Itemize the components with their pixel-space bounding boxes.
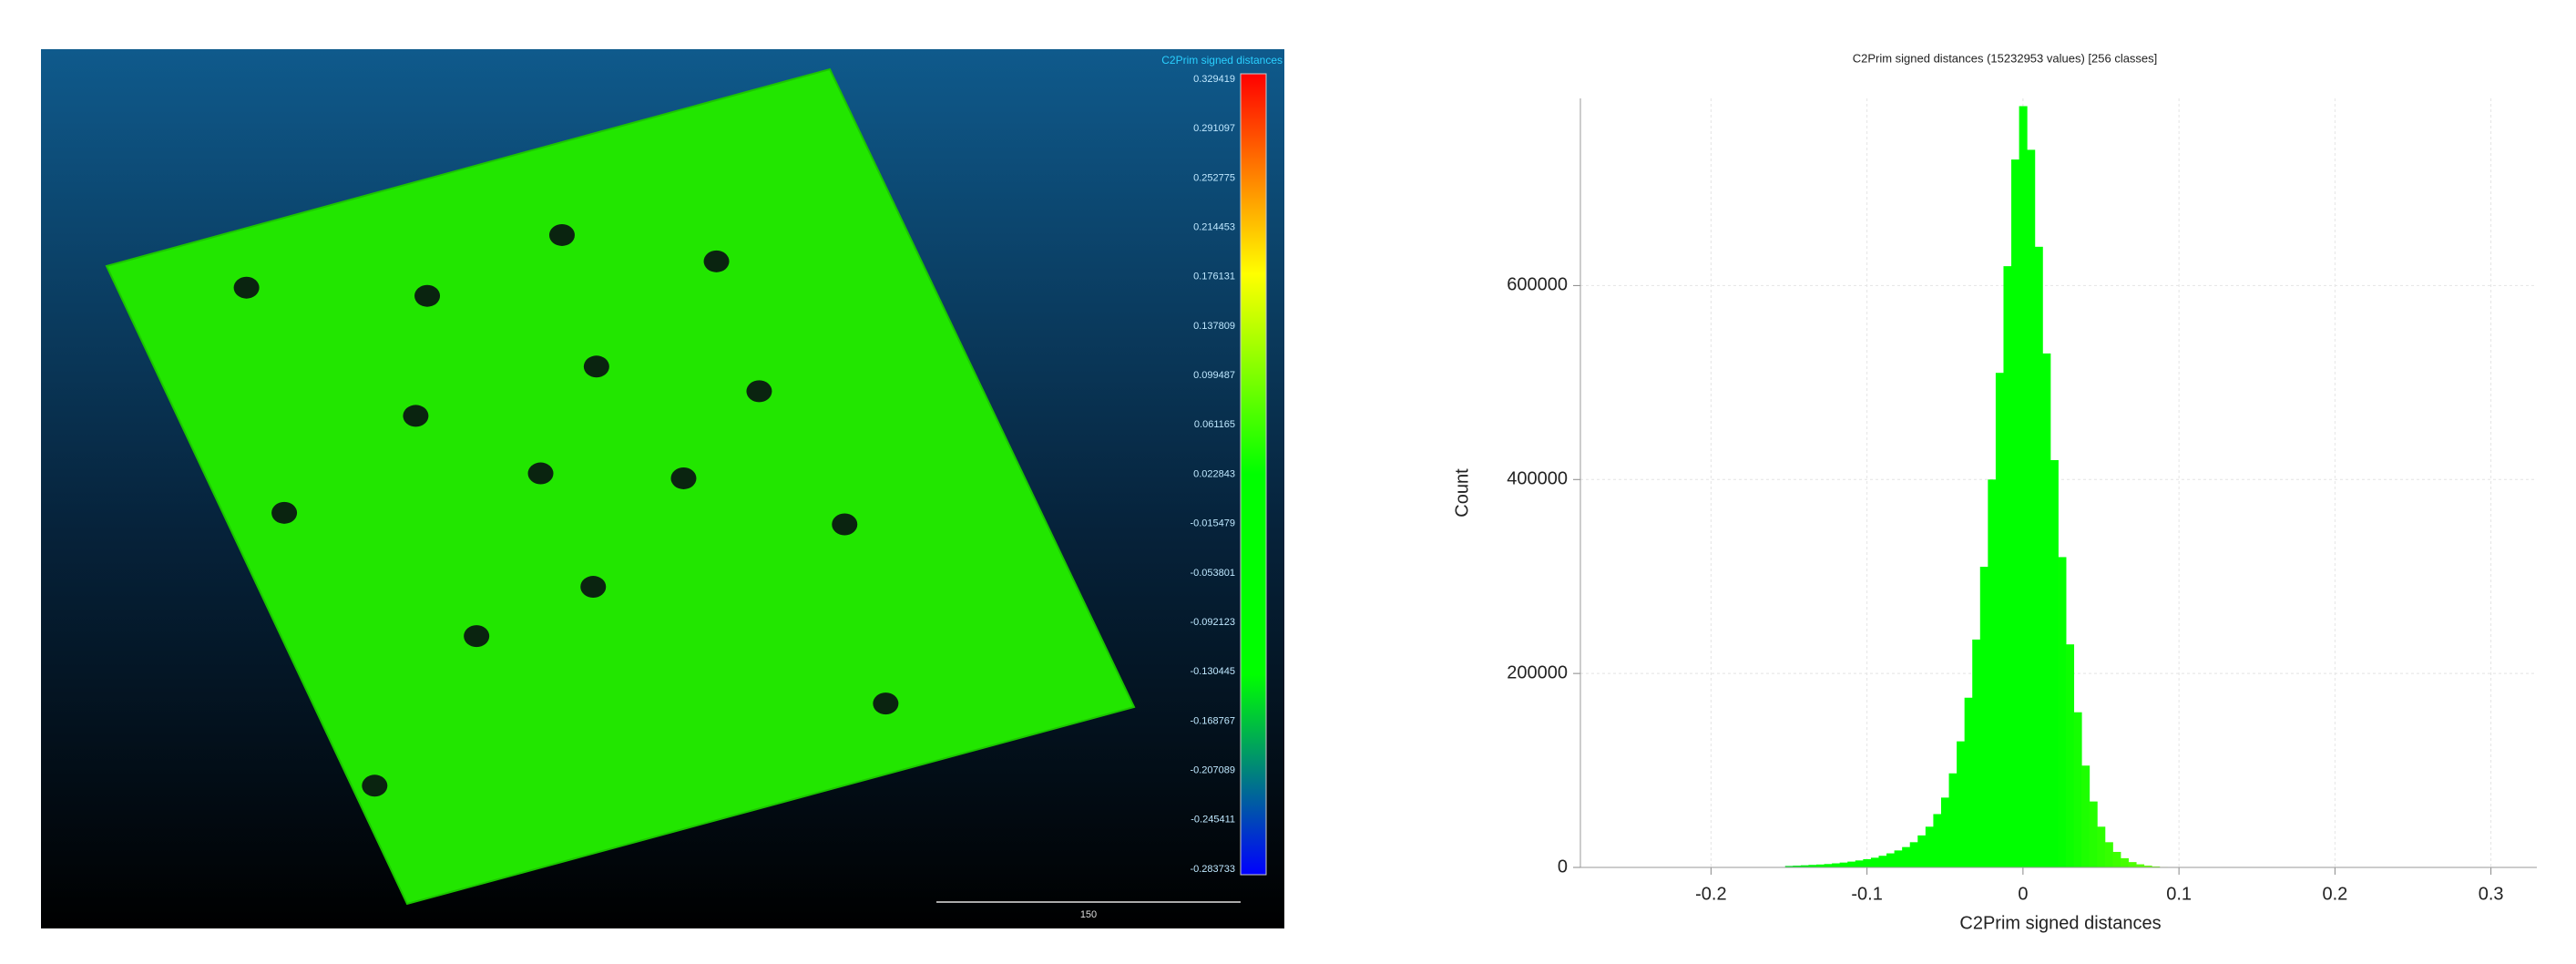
bar bbox=[1926, 826, 1934, 867]
bar bbox=[1965, 698, 1973, 867]
hole bbox=[464, 625, 489, 647]
bar bbox=[1825, 864, 1833, 867]
bar bbox=[1871, 857, 1879, 867]
bar bbox=[1988, 479, 1996, 867]
scale-label: 0.291097 bbox=[1193, 123, 1235, 134]
scale-label: 0.329419 bbox=[1193, 74, 1235, 85]
bar bbox=[1949, 774, 1958, 867]
bar bbox=[2121, 858, 2129, 867]
hole bbox=[362, 774, 387, 796]
y-tick-label: 600000 bbox=[1507, 275, 1568, 295]
hole bbox=[746, 380, 772, 402]
bar bbox=[2042, 354, 2050, 867]
scale-label: 0.022843 bbox=[1193, 468, 1235, 479]
hole bbox=[549, 224, 575, 246]
bar bbox=[1933, 814, 1941, 867]
scale-label: -0.168767 bbox=[1190, 715, 1235, 726]
x-tick-label: 0.3 bbox=[2479, 884, 2504, 904]
scale-label: -0.015479 bbox=[1190, 518, 1235, 529]
x-tick-label: -0.1 bbox=[1851, 884, 1882, 904]
bar bbox=[1980, 567, 1988, 867]
bar bbox=[1917, 836, 1926, 867]
scale-title: C2Prim signed distances bbox=[1161, 54, 1283, 67]
bar bbox=[2027, 149, 2035, 867]
bar bbox=[1996, 373, 2004, 867]
bar bbox=[1895, 850, 1903, 867]
bar bbox=[2074, 713, 2082, 867]
scale-label: 0.214453 bbox=[1193, 221, 1235, 232]
bar bbox=[2050, 460, 2059, 867]
scale-label: -0.245411 bbox=[1191, 815, 1235, 826]
scale-label: 0.099487 bbox=[1193, 370, 1235, 381]
bar bbox=[2035, 247, 2043, 867]
scale-label: 0.252775 bbox=[1193, 172, 1235, 183]
y-tick-label: 200000 bbox=[1507, 662, 1568, 682]
y-tick-label: 400000 bbox=[1507, 469, 1568, 489]
hole bbox=[403, 405, 428, 426]
x-axis-label: C2Prim signed distances bbox=[1959, 913, 2161, 933]
x-tick-label: 0.1 bbox=[2166, 884, 2192, 904]
bar bbox=[2090, 802, 2098, 867]
bar bbox=[2058, 557, 2066, 867]
scale-label: -0.130445 bbox=[1190, 666, 1235, 677]
hole bbox=[873, 692, 898, 714]
hole bbox=[670, 467, 696, 489]
bar bbox=[1972, 640, 1980, 867]
bar bbox=[1902, 847, 1910, 867]
hole bbox=[414, 285, 440, 307]
bar bbox=[1832, 864, 1840, 867]
y-tick-label: 0 bbox=[1558, 856, 1568, 877]
bar bbox=[2003, 266, 2011, 867]
hole bbox=[580, 576, 606, 598]
hole bbox=[234, 277, 260, 299]
hole bbox=[584, 355, 609, 377]
scale-label: 0.137809 bbox=[1193, 321, 1235, 332]
scale-label: -0.207089 bbox=[1190, 765, 1235, 776]
x-tick-label: 0.2 bbox=[2322, 884, 2347, 904]
bar bbox=[2136, 865, 2144, 867]
x-tick-label: 0 bbox=[2018, 884, 2028, 904]
bar bbox=[2128, 862, 2136, 867]
y-axis-label: Count bbox=[1452, 468, 1472, 518]
bar bbox=[2011, 159, 2019, 867]
bar bbox=[2019, 107, 2028, 867]
bar bbox=[2105, 842, 2113, 867]
color-bar bbox=[1241, 74, 1266, 875]
bar bbox=[1847, 862, 1855, 867]
x-tick-label: -0.2 bbox=[1695, 884, 1726, 904]
scale-label: -0.092123 bbox=[1190, 617, 1235, 628]
hole bbox=[271, 502, 297, 524]
bar bbox=[1957, 742, 1965, 867]
bar bbox=[1840, 863, 1848, 867]
bar bbox=[2112, 852, 2121, 867]
bar bbox=[2097, 826, 2105, 867]
scale-label: -0.283733 bbox=[1190, 864, 1235, 875]
bar bbox=[1863, 859, 1871, 867]
bar bbox=[2066, 644, 2074, 867]
scale-label: 0.061165 bbox=[1194, 419, 1235, 430]
bar bbox=[2081, 765, 2090, 867]
bar bbox=[1855, 860, 1864, 867]
scale-label: -0.053801 bbox=[1190, 568, 1235, 579]
chart-title: C2Prim signed distances (15232953 values… bbox=[1853, 51, 2158, 65]
hole bbox=[832, 513, 857, 535]
bar bbox=[1910, 842, 1918, 867]
bar bbox=[1886, 854, 1895, 867]
bar bbox=[1878, 856, 1886, 867]
scale-label: 0.176131 bbox=[1193, 272, 1235, 282]
hole bbox=[704, 251, 730, 272]
hole bbox=[528, 463, 554, 485]
scale-bar-label: 150 bbox=[1080, 909, 1097, 920]
bar bbox=[1941, 797, 1949, 867]
